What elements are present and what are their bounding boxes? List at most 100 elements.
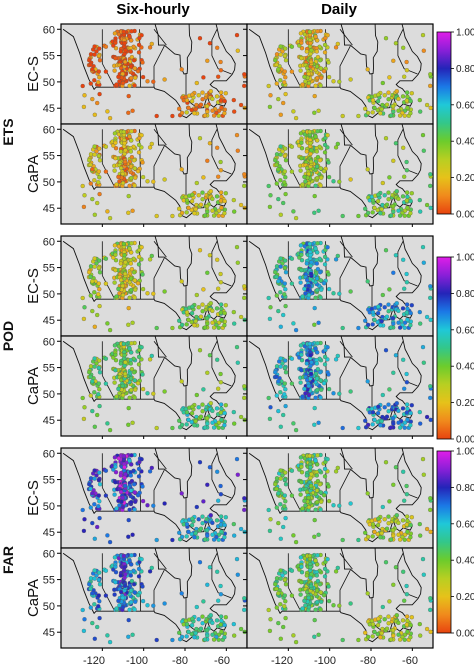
station-marker (113, 480, 118, 485)
station-marker (321, 381, 327, 386)
station-marker (97, 191, 102, 197)
station-marker (208, 513, 213, 518)
station-marker (186, 105, 191, 111)
province-boundary (339, 453, 353, 470)
station-marker (88, 576, 94, 581)
station-marker (387, 499, 392, 504)
station-marker (131, 482, 137, 487)
colorbar-tick-label: 0.00 (456, 210, 474, 221)
station-marker (312, 405, 317, 411)
station-marker (391, 58, 396, 63)
station-marker (388, 213, 394, 218)
station-marker (308, 353, 313, 358)
station-marker (428, 83, 433, 89)
station-marker (405, 306, 410, 311)
station-marker (210, 320, 215, 325)
station-marker (129, 341, 134, 346)
station-marker (304, 473, 309, 478)
station-marker (289, 493, 295, 498)
station-marker (315, 75, 320, 81)
station-marker (210, 196, 215, 202)
station-marker (81, 104, 87, 110)
station-marker (207, 353, 213, 358)
station-marker (97, 615, 102, 621)
station-marker (417, 521, 422, 527)
station-marker (303, 391, 308, 396)
station-marker (118, 149, 123, 154)
station-marker (313, 558, 318, 563)
station-marker (117, 503, 122, 508)
station-marker (391, 270, 396, 275)
station-marker (205, 533, 210, 538)
station-marker (298, 380, 303, 385)
station-marker (135, 493, 141, 498)
station-marker (205, 109, 210, 114)
station-marker (278, 536, 283, 541)
station-marker (404, 622, 409, 627)
station-marker (121, 29, 126, 35)
station-marker (370, 634, 375, 639)
station-marker (370, 198, 376, 203)
station-marker (200, 614, 205, 619)
station-marker (179, 422, 185, 428)
station-marker (129, 38, 134, 43)
station-marker (151, 603, 156, 608)
station-marker (283, 358, 288, 363)
station-marker (94, 473, 99, 478)
station-marker (325, 245, 330, 250)
station-marker (96, 180, 101, 185)
station-marker (303, 503, 308, 508)
station-marker (372, 629, 377, 635)
station-marker (409, 403, 414, 408)
station-marker (238, 102, 244, 108)
station-marker (242, 395, 247, 401)
station-marker (128, 49, 133, 54)
station-marker (97, 303, 102, 309)
colorbar-gradient (436, 256, 452, 440)
station-marker (386, 402, 391, 407)
station-marker (90, 408, 95, 414)
station-marker (315, 250, 320, 255)
station-marker (313, 183, 318, 188)
station-marker (268, 93, 273, 98)
station-marker (112, 280, 117, 285)
station-marker (418, 321, 423, 326)
station-marker (149, 465, 154, 471)
station-marker (194, 504, 199, 510)
station-marker (136, 466, 142, 472)
station-marker (335, 465, 340, 471)
station-marker (386, 621, 391, 626)
station-marker (129, 350, 134, 355)
station-marker (307, 553, 312, 559)
station-marker (103, 356, 109, 361)
station-marker (184, 534, 189, 539)
station-marker (420, 456, 426, 462)
station-marker (242, 596, 247, 601)
station-marker (126, 534, 131, 539)
station-marker (394, 301, 399, 306)
station-marker (215, 45, 220, 50)
station-marker (424, 102, 430, 108)
station-marker (333, 357, 339, 362)
station-marker (132, 66, 137, 71)
station-marker (140, 584, 145, 589)
station-marker (189, 107, 194, 113)
colorbar-tick-label: 0.00 (456, 629, 474, 640)
station-marker (90, 279, 95, 284)
station-marker (92, 536, 97, 541)
station-marker (131, 582, 137, 587)
station-marker (147, 45, 153, 50)
station-marker (81, 528, 87, 534)
station-marker (202, 113, 208, 118)
station-marker (223, 403, 228, 408)
station-marker (281, 312, 286, 318)
station-marker (394, 513, 399, 518)
station-marker (315, 29, 320, 34)
station-marker (216, 74, 221, 79)
column-title-six-hourly: Six-hourly (116, 1, 190, 18)
lat-tick-label: 45 (43, 103, 55, 115)
station-marker (140, 372, 145, 377)
station-marker (375, 411, 381, 416)
station-marker (387, 287, 392, 292)
station-marker (197, 136, 203, 141)
